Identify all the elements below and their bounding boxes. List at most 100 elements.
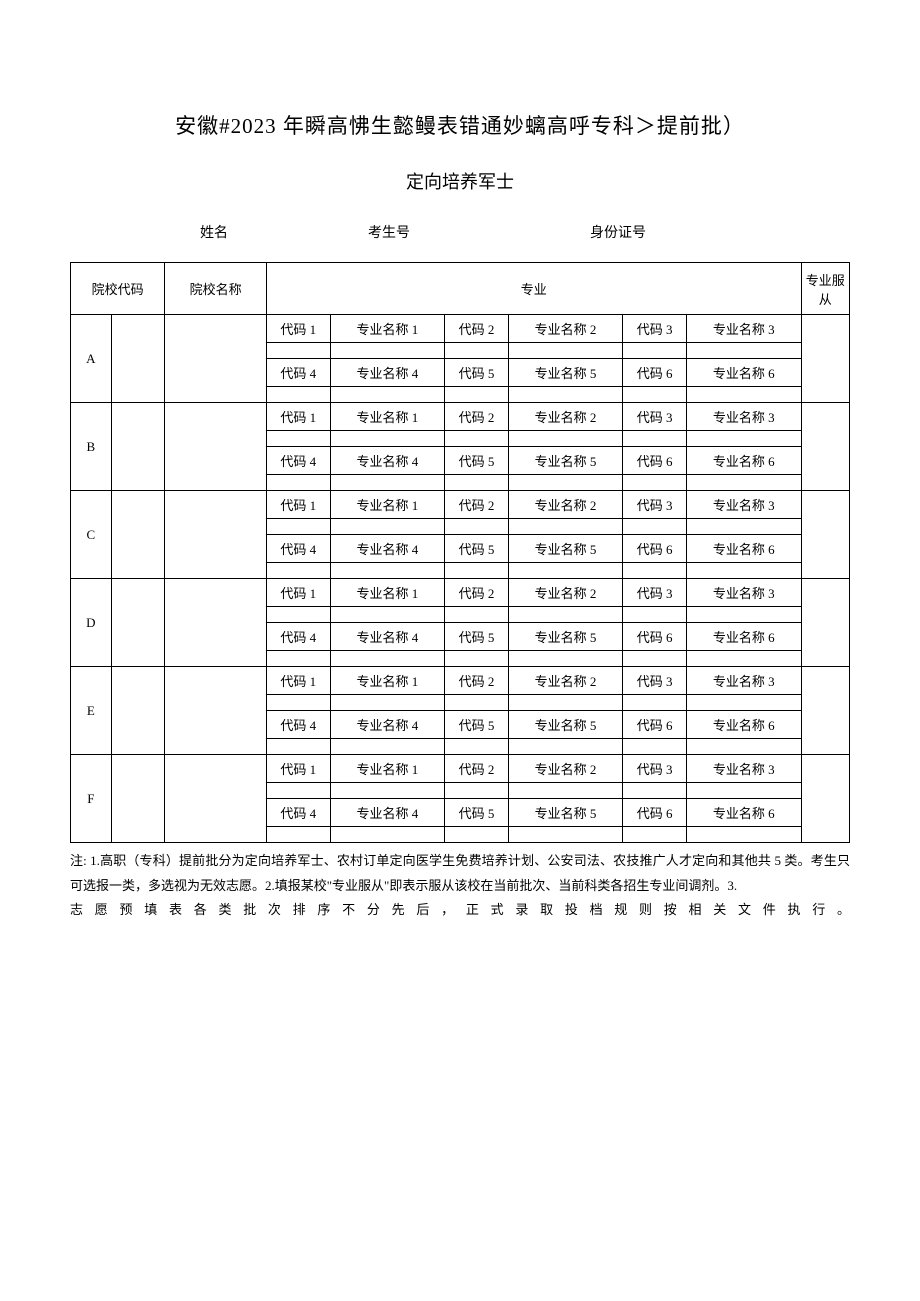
major-name-input[interactable] [508,695,623,711]
major-code-input[interactable] [623,431,687,447]
major-name-input[interactable] [330,827,445,843]
major-name-label: 专业名称 4 [330,359,445,387]
major-name-input[interactable] [686,783,801,799]
major-code-input[interactable] [267,519,331,535]
major-name-input[interactable] [508,827,623,843]
major-name-input[interactable] [330,783,445,799]
footnote-text-1: 注: 1.高职（专科）提前批分为定向培养军士、农村订单定向医学生免费培养计划、公… [70,853,850,893]
major-code-input[interactable] [445,651,509,667]
major-code-input[interactable] [267,475,331,491]
school-code-cell[interactable] [111,667,164,755]
major-name-input[interactable] [686,343,801,359]
school-code-cell[interactable] [111,491,164,579]
major-code-input[interactable] [623,387,687,403]
major-code-input[interactable] [267,431,331,447]
major-code-input[interactable] [267,387,331,403]
major-name-input[interactable] [686,695,801,711]
major-code-input[interactable] [445,739,509,755]
major-name-label: 专业名称 4 [330,623,445,651]
major-name-input[interactable] [686,651,801,667]
major-name-input[interactable] [508,563,623,579]
major-code-input[interactable] [267,827,331,843]
major-name-input[interactable] [330,651,445,667]
school-code-cell[interactable] [111,403,164,491]
major-code-input[interactable] [623,827,687,843]
major-name-input[interactable] [686,475,801,491]
major-name-input[interactable] [508,519,623,535]
school-name-cell[interactable] [165,491,267,579]
major-code-input[interactable] [445,563,509,579]
major-name-input[interactable] [508,431,623,447]
major-code-input[interactable] [445,343,509,359]
major-code-input[interactable] [623,563,687,579]
major-code-input[interactable] [445,695,509,711]
school-code-cell[interactable] [111,579,164,667]
major-code-input[interactable] [623,519,687,535]
major-code-label: 代码 3 [623,315,687,343]
major-name-input[interactable] [330,695,445,711]
major-name-input[interactable] [508,387,623,403]
major-code-input[interactable] [267,343,331,359]
major-code-input[interactable] [445,475,509,491]
major-name-input[interactable] [330,739,445,755]
major-name-input[interactable] [330,607,445,623]
major-name-input[interactable] [686,607,801,623]
major-name-label: 专业名称 3 [686,579,801,607]
school-name-cell[interactable] [165,579,267,667]
obey-cell[interactable] [801,579,849,667]
major-name-input[interactable] [330,387,445,403]
major-code-input[interactable] [623,651,687,667]
major-code-input[interactable] [445,607,509,623]
major-code-input[interactable] [267,651,331,667]
major-code-input[interactable] [445,827,509,843]
major-name-input[interactable] [508,343,623,359]
major-code-input[interactable] [267,695,331,711]
school-name-cell[interactable] [165,755,267,843]
major-name-input[interactable] [330,519,445,535]
major-code-input[interactable] [623,695,687,711]
major-code-input[interactable] [623,783,687,799]
obey-cell[interactable] [801,755,849,843]
major-code-input[interactable] [267,783,331,799]
major-name-input[interactable] [686,387,801,403]
major-name-input[interactable] [686,827,801,843]
school-code-cell[interactable] [111,315,164,403]
major-name-input[interactable] [508,739,623,755]
major-code-input[interactable] [623,607,687,623]
major-name-input[interactable] [508,607,623,623]
obey-cell[interactable] [801,491,849,579]
major-code-input[interactable] [623,739,687,755]
major-name-input[interactable] [330,563,445,579]
obey-cell[interactable] [801,403,849,491]
major-name-input[interactable] [686,431,801,447]
major-code-input[interactable] [267,563,331,579]
obey-cell[interactable] [801,315,849,403]
major-name-input[interactable] [508,475,623,491]
major-name-input[interactable] [330,475,445,491]
obey-cell[interactable] [801,667,849,755]
major-code-input[interactable] [445,783,509,799]
major-code-input[interactable] [267,607,331,623]
major-name-input[interactable] [330,431,445,447]
major-code-input[interactable] [267,739,331,755]
major-code-input[interactable] [445,519,509,535]
table-row: C代码 1专业名称 1代码 2专业名称 2代码 3专业名称 3 [71,491,850,519]
major-name-input[interactable] [508,783,623,799]
major-code-input[interactable] [445,387,509,403]
school-name-cell[interactable] [165,403,267,491]
school-name-cell[interactable] [165,315,267,403]
major-name-input[interactable] [686,563,801,579]
major-name-label: 专业名称 1 [330,315,445,343]
school-name-cell[interactable] [165,667,267,755]
major-code-input[interactable] [623,475,687,491]
major-name-input[interactable] [330,343,445,359]
major-name-input[interactable] [508,651,623,667]
school-code-cell[interactable] [111,755,164,843]
group-letter: D [71,579,112,667]
major-name-input[interactable] [686,739,801,755]
major-code-label: 代码 2 [445,667,509,695]
major-code-input[interactable] [623,343,687,359]
major-name-input[interactable] [686,519,801,535]
major-code-input[interactable] [445,431,509,447]
major-name-label: 专业名称 1 [330,403,445,431]
